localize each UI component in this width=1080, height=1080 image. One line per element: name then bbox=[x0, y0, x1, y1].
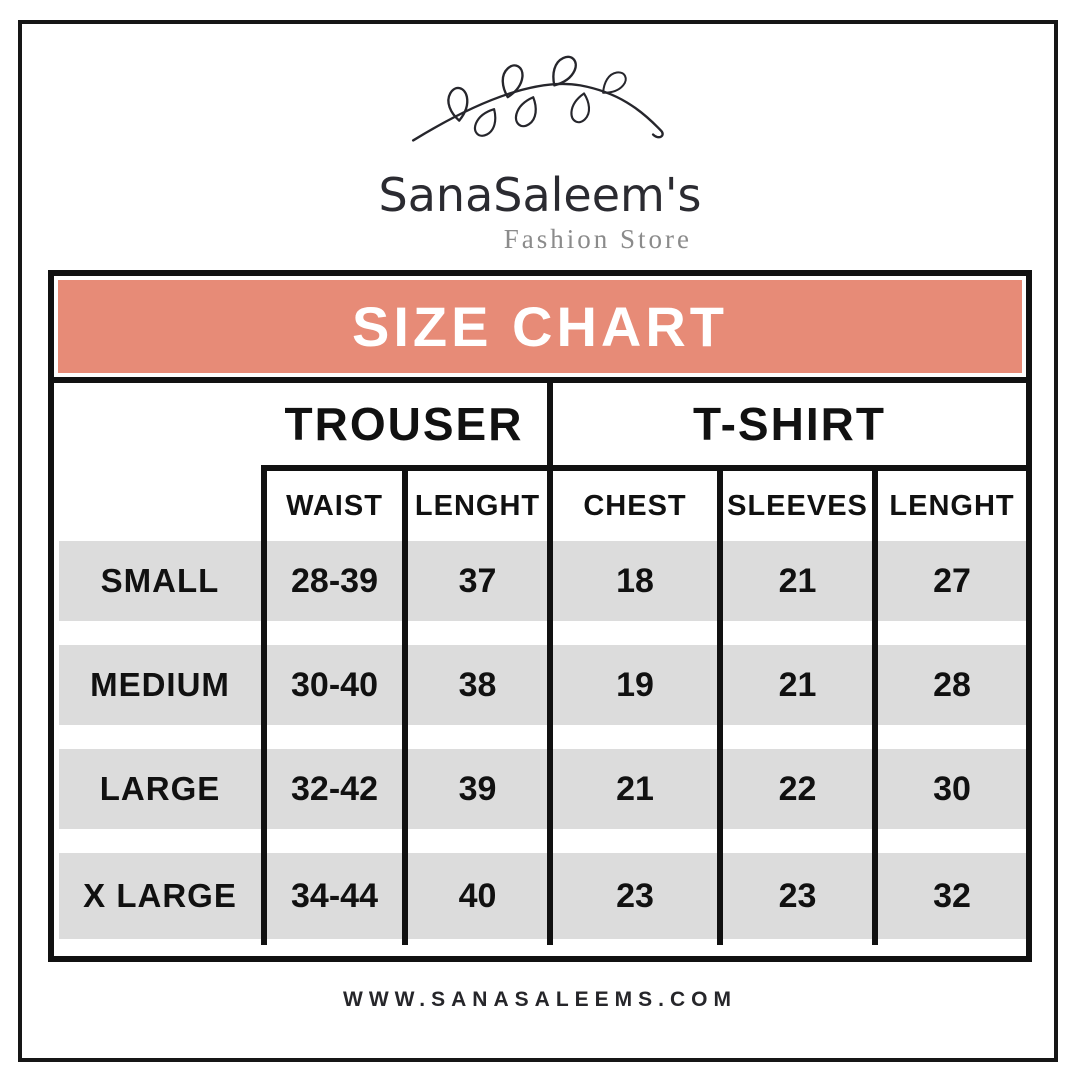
column-header-trouser-lenght: LENGHT bbox=[402, 465, 547, 541]
group-header-tshirt: T-SHIRT bbox=[547, 383, 1026, 465]
group-header-trouser: TROUSER bbox=[284, 398, 524, 450]
column-header-sleeves: SLEEVES bbox=[717, 465, 872, 541]
table-cell: 39 bbox=[402, 749, 547, 853]
table-row-large-size: LARGE bbox=[54, 749, 261, 853]
group-header-empty bbox=[54, 383, 261, 465]
table-cell: 27 bbox=[872, 541, 1026, 645]
table-cell: 19 bbox=[547, 645, 717, 749]
column-header-tshirt-lenght: LENGHT bbox=[872, 465, 1026, 541]
table-row-medium-size: MEDIUM bbox=[54, 645, 261, 749]
table-cell: 32 bbox=[872, 853, 1026, 945]
table-cell: 21 bbox=[547, 749, 717, 853]
branch-leaves-icon bbox=[411, 55, 664, 142]
size-chart-grid: TROUSER T-SHIRT WAIST LENGHT CHEST SLEEV… bbox=[54, 377, 1026, 945]
table-cell: 32-42 bbox=[261, 749, 402, 853]
table-cell: 28-39 bbox=[261, 541, 402, 645]
table-cell: 40 bbox=[402, 853, 547, 945]
brand-block: SanaSaleem's Fashion Store bbox=[0, 48, 1080, 255]
table-cell: 23 bbox=[717, 853, 872, 945]
table-cell: 22 bbox=[717, 749, 872, 853]
size-chart-table: SIZE CHART TROUSER T-SHIRT WAIST LENGHT … bbox=[48, 270, 1032, 962]
table-cell: 37 bbox=[402, 541, 547, 645]
size-chart-title: SIZE CHART bbox=[352, 295, 728, 358]
brand-name: SanaSaleem's bbox=[378, 168, 702, 222]
table-cell: 28 bbox=[872, 645, 1026, 749]
table-row-small-size: SMALL bbox=[54, 541, 261, 645]
table-cell: 23 bbox=[547, 853, 717, 945]
table-cell: 18 bbox=[547, 541, 717, 645]
table-cell: 30 bbox=[872, 749, 1026, 853]
column-header-empty bbox=[54, 465, 261, 541]
column-header-waist: WAIST bbox=[261, 465, 402, 541]
table-cell: 38 bbox=[402, 645, 547, 749]
size-chart-title-banner: SIZE CHART bbox=[58, 280, 1022, 373]
table-row-xlarge-size: X LARGE bbox=[54, 853, 261, 945]
website-url: WWW.SANASALEEMS.COM bbox=[343, 988, 737, 1011]
brand-tagline: Fashion Store bbox=[503, 224, 692, 254]
column-header-chest: CHEST bbox=[547, 465, 717, 541]
table-cell: 21 bbox=[717, 645, 872, 749]
table-cell: 21 bbox=[717, 541, 872, 645]
table-cell: 34-44 bbox=[261, 853, 402, 945]
table-cell: 30-40 bbox=[261, 645, 402, 749]
